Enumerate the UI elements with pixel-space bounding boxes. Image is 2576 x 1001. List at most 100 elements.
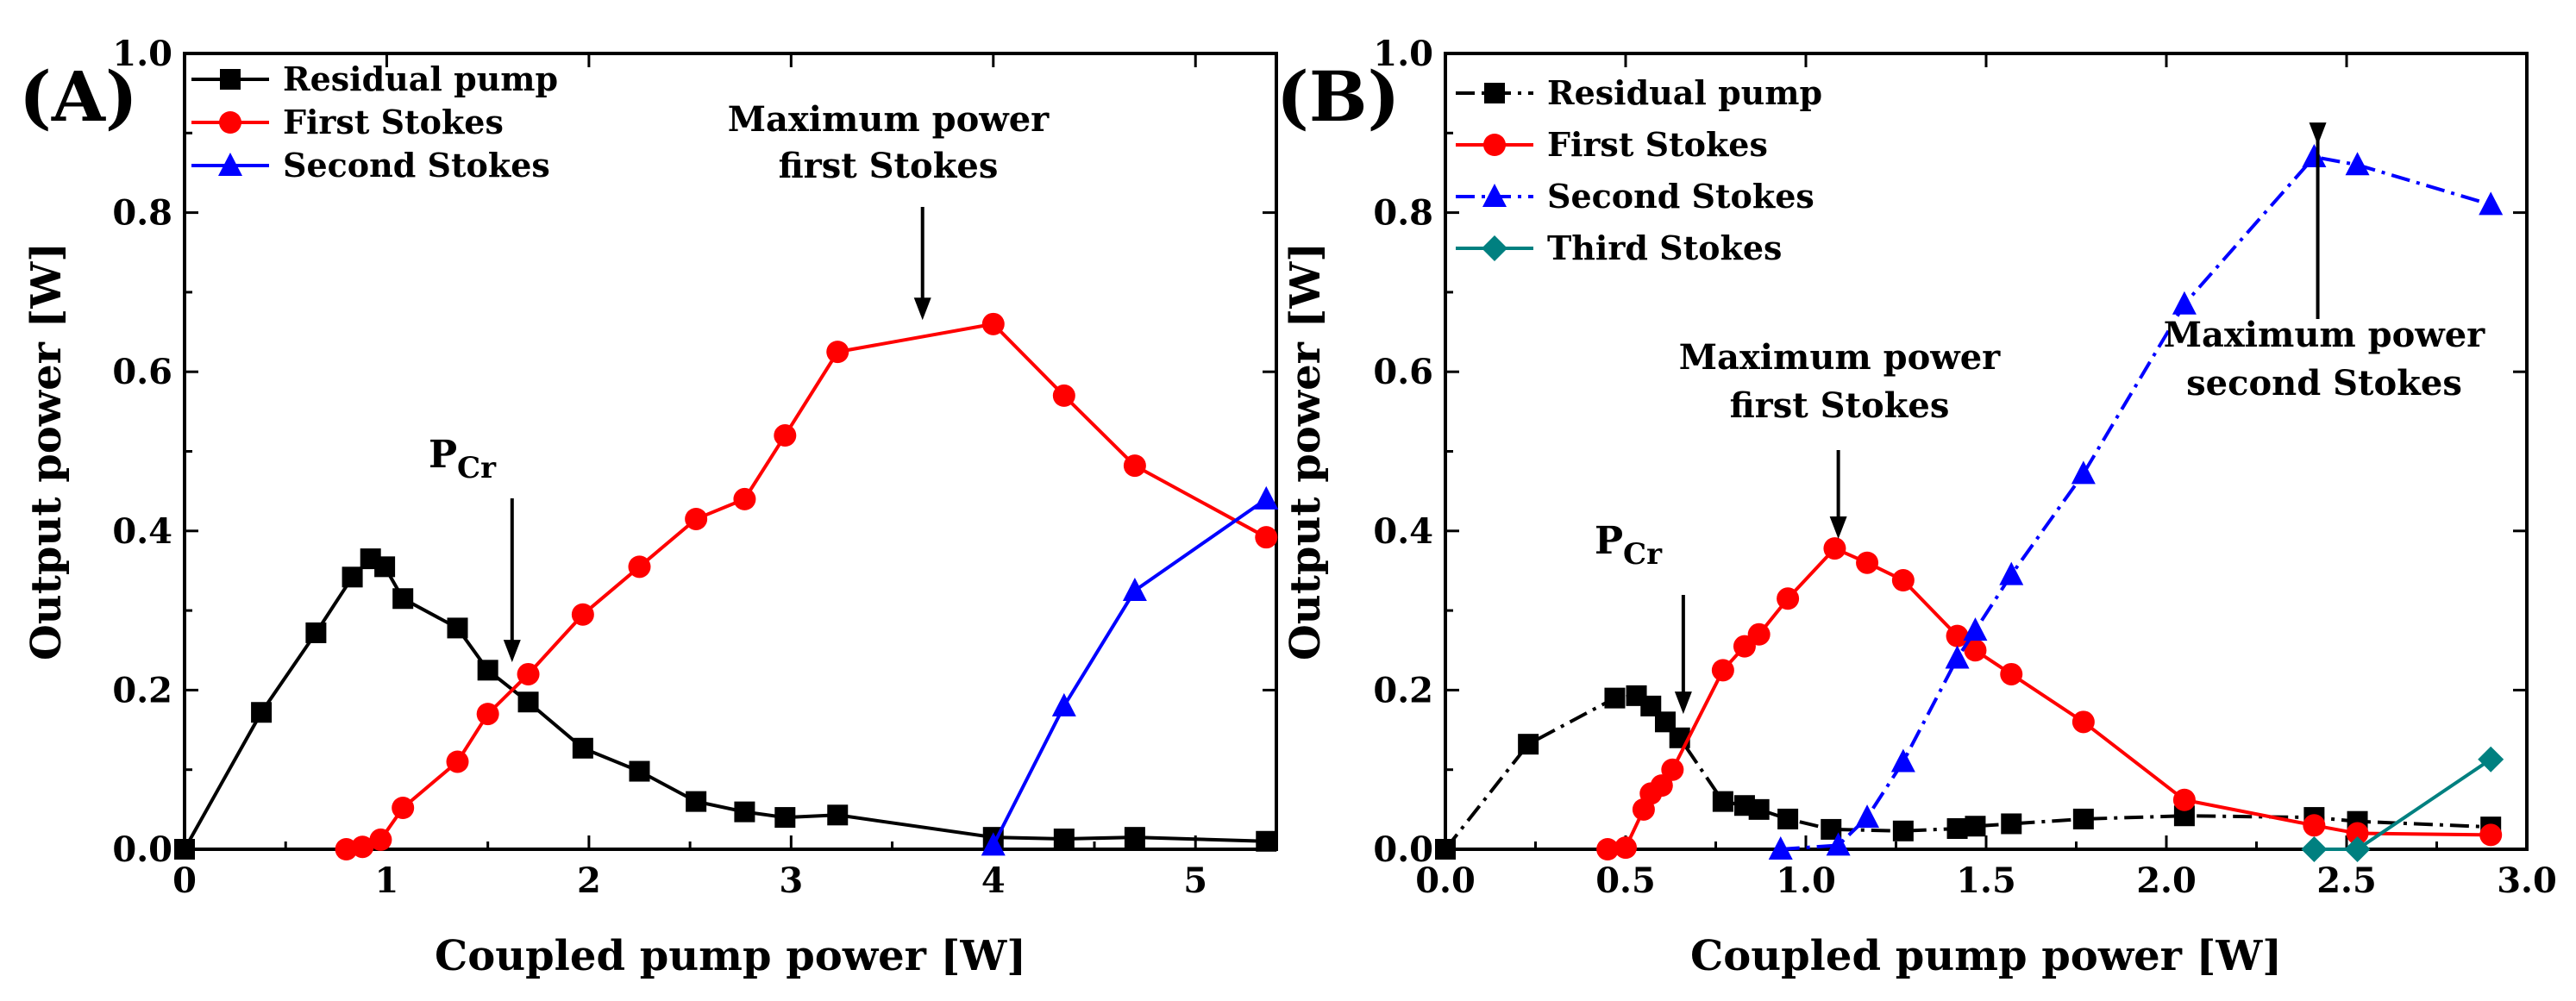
y-tick-label: 0.0 (1373, 829, 1433, 870)
data-point (1254, 485, 1279, 510)
data-point (2071, 710, 2095, 734)
data-point (1123, 454, 1146, 478)
data-point (342, 566, 363, 588)
data-point (1826, 832, 1851, 856)
data-point (1748, 798, 1770, 820)
data-point (2346, 822, 2369, 845)
legend-marker (220, 69, 241, 90)
data-point (2001, 813, 2022, 835)
series-second-stokes (1768, 143, 2504, 860)
data-point (2345, 152, 2370, 176)
annotation-text: PCr (1595, 519, 1663, 572)
data-point (1823, 537, 1846, 560)
data-point (774, 807, 796, 829)
panel-label: (A) (19, 56, 138, 137)
data-point (1891, 569, 1915, 592)
x-tick-label: 2.0 (2136, 860, 2197, 901)
annotation-arrow (2309, 122, 2327, 319)
y-tick-label: 0.2 (1373, 670, 1433, 710)
x-tick-label: 1.5 (1956, 860, 2016, 901)
data-point (1777, 587, 1800, 610)
series-line (183, 556, 1267, 850)
legend-entry: Second Stokes (191, 146, 550, 185)
legend-label: Third Stokes (1547, 228, 1782, 267)
data-point (1124, 827, 1145, 848)
data-point (369, 828, 392, 851)
data-point (1435, 839, 1456, 860)
data-point (1946, 818, 1968, 840)
legend-entry: Second Stokes (1456, 177, 1814, 216)
series-line (346, 322, 1268, 851)
panel-label: (B) (1276, 56, 1400, 137)
data-point (2302, 143, 2327, 167)
legend-marker (1483, 134, 1506, 156)
data-point (1256, 830, 1277, 852)
y-tick-label: 0.0 (112, 829, 172, 870)
data-point (174, 839, 195, 860)
data-point (734, 801, 755, 823)
data-point (2478, 746, 2504, 773)
data-point (1051, 692, 1076, 716)
legend-marker (1482, 235, 1507, 261)
legend-entry: First Stokes (1456, 125, 1768, 164)
legend-marker (219, 111, 241, 134)
data-point (517, 662, 540, 685)
data-point (1777, 808, 1799, 829)
y-tick-label: 0.6 (1373, 352, 1433, 392)
data-point (826, 341, 849, 364)
legend-entry: Third Stokes (1456, 228, 1782, 267)
legend-label: Residual pump (1547, 73, 1822, 112)
data-point (1518, 734, 1539, 755)
data-point (1892, 820, 1914, 841)
data-point (1255, 526, 1278, 549)
data-point (774, 424, 797, 447)
data-point (2172, 291, 2197, 315)
data-point (1856, 551, 1879, 574)
series-first-stokes (1596, 537, 2503, 860)
series-residual-pump (174, 548, 1277, 860)
data-point (1661, 758, 1684, 781)
data-point (1999, 561, 2024, 585)
legend-label: First Stokes (283, 103, 504, 141)
x-tick-label: 3.0 (2497, 860, 2557, 901)
data-point (1963, 617, 1988, 641)
data-point (392, 797, 415, 820)
y-tick-label: 1.0 (112, 34, 172, 74)
y-axis-title: Output power [W] (1282, 242, 1330, 660)
legend-label: Residual pump (283, 59, 558, 98)
data-point (447, 617, 468, 639)
panel-b: 0.0 0.5 1.0 1.5 2.0 2.5 3.0 0.0 0.2 0.4 0.6 0.8 1.0 C… (1276, 34, 2557, 980)
annotation-arrow (503, 498, 521, 663)
data-point (1122, 578, 1147, 602)
data-point (571, 603, 594, 626)
y-tick-label: 0.6 (112, 352, 172, 392)
data-point (1711, 659, 1734, 682)
data-point (2301, 836, 2328, 862)
annotation-text: PCr (429, 433, 497, 485)
data-point (572, 737, 593, 759)
legend-entry: Residual pump (191, 59, 558, 98)
data-point (1964, 639, 1987, 662)
x-tick-label: 1 (375, 860, 399, 901)
x-tick-label: 5 (1183, 860, 1207, 901)
legend-label: First Stokes (1547, 125, 1768, 164)
y-tick-label: 1.0 (1373, 34, 1433, 74)
annotation-arrow (913, 207, 931, 321)
data-point (1946, 624, 1969, 648)
legend-label: Second Stokes (283, 146, 550, 185)
data-point (2000, 662, 2023, 685)
annotation-text: Maximum power (2164, 315, 2485, 355)
data-point (476, 703, 499, 726)
data-point (1052, 384, 1075, 407)
data-point (2479, 823, 2503, 847)
data-point (1768, 836, 1793, 860)
legend-entry: First Stokes (191, 103, 504, 141)
data-point (628, 555, 651, 579)
data-point (1965, 816, 1986, 837)
data-point (251, 702, 273, 723)
data-point (2479, 191, 2504, 216)
panel-a: 0 1 2 3 4 5 0.0 0.2 0.4 0.6 0.8 1.0 Coupled pump pow… (19, 34, 1279, 980)
data-point (2303, 814, 2326, 837)
y-tick-label: 0.8 (1373, 193, 1433, 234)
